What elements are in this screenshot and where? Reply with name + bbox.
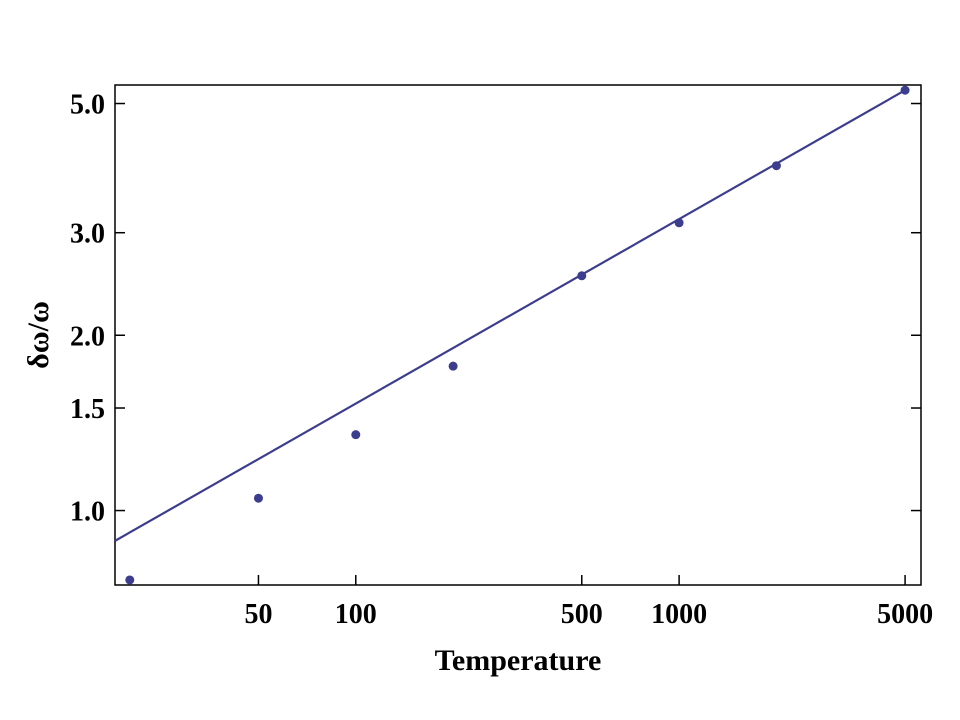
y-axis-ticks: 1.0 1.5 2.0 3.0 5.0 xyxy=(70,90,921,528)
x-axis-title: Temperature xyxy=(435,644,602,677)
fit-line xyxy=(114,89,906,542)
x-tick-label: 5000 xyxy=(877,599,933,630)
data-point xyxy=(351,430,361,440)
y-tick-label: 5.0 xyxy=(70,90,105,121)
x-tick-label: 100 xyxy=(335,599,377,630)
data-point xyxy=(253,493,263,503)
data-point xyxy=(900,85,910,95)
data-point xyxy=(577,271,587,281)
x-axis-ticks: 50 100 500 1000 5000 xyxy=(244,575,933,630)
y-axis-title: δω/ω xyxy=(22,301,55,369)
y-tick-label: 1.0 xyxy=(70,497,105,528)
data-point xyxy=(125,575,135,585)
data-point xyxy=(674,218,684,228)
data-point xyxy=(771,161,781,171)
series-layer xyxy=(114,85,910,585)
y-tick-label: 1.5 xyxy=(70,394,105,425)
x-tick-label: 50 xyxy=(244,599,272,630)
x-tick-label: 1000 xyxy=(651,599,707,630)
data-point xyxy=(448,361,458,371)
plot-frame xyxy=(114,84,922,586)
y-tick-label: 2.0 xyxy=(70,321,105,352)
x-tick-label: 500 xyxy=(561,599,603,630)
y-tick-label: 3.0 xyxy=(70,219,105,250)
